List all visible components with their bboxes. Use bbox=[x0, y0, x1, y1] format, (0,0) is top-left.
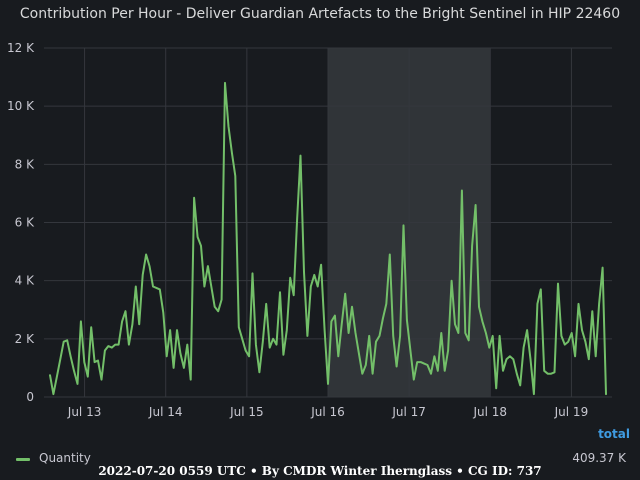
footer-attribution: 2022-07-20 0559 UTC • By CMDR Winter Ihe… bbox=[98, 464, 542, 478]
total-column-header[interactable]: total bbox=[598, 427, 630, 441]
y-tick-label: 4 K bbox=[15, 274, 35, 288]
legend-swatch[interactable] bbox=[16, 458, 30, 461]
legend-series-total: 409.37 K bbox=[572, 451, 626, 465]
y-tick-label: 6 K bbox=[15, 216, 35, 230]
y-tick-label: 2 K bbox=[15, 332, 35, 346]
x-tick-label: Jul 14 bbox=[148, 405, 183, 419]
series-line-quantity bbox=[49, 81, 607, 396]
x-tick-label: Jul 17 bbox=[391, 405, 426, 419]
y-tick-label: 8 K bbox=[15, 157, 35, 171]
chart-title: Contribution Per Hour - Deliver Guardian… bbox=[19, 6, 621, 22]
y-tick-label: 12 K bbox=[7, 41, 35, 55]
x-tick-label: Jul 15 bbox=[229, 405, 264, 419]
legend-series-label[interactable]: Quantity bbox=[39, 451, 91, 465]
y-tick-label: 10 K bbox=[7, 99, 35, 113]
x-tick-label: Jul 16 bbox=[310, 405, 345, 419]
x-tick-label: Jul 13 bbox=[67, 405, 102, 419]
x-tick-label: Jul 18 bbox=[473, 405, 508, 419]
y-tick-label: 0 bbox=[26, 390, 34, 404]
legend: Quantity 409.37 K bbox=[16, 451, 626, 467]
x-tick-label: Jul 19 bbox=[554, 405, 589, 419]
